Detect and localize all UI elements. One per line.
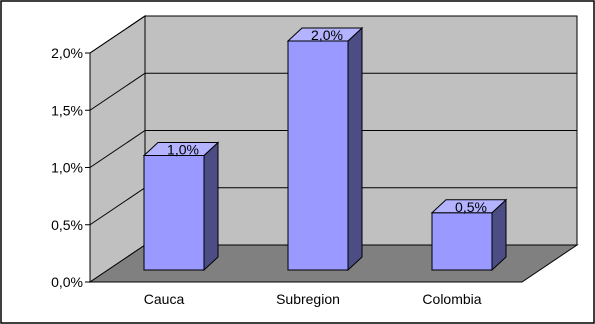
bar-top-subregion bbox=[286, 27, 364, 42]
bars bbox=[142, 26, 508, 272]
gridline bbox=[89, 72, 577, 111]
gridline bbox=[89, 15, 577, 54]
bar-top-cauca bbox=[142, 142, 220, 156]
y-tick-label: 1,0% bbox=[51, 160, 83, 176]
y-axis: 0,0% 0,5% 1,0% 1,5% 2,0% bbox=[51, 45, 522, 290]
bar-cauca bbox=[143, 155, 205, 271]
data-label-subregion: 2,0% bbox=[311, 27, 343, 43]
bar-colombia bbox=[431, 212, 493, 271]
data-label-colombia: 0,5% bbox=[455, 199, 487, 215]
bar-side-cauca bbox=[203, 141, 219, 272]
data-label-cauca: 1,0% bbox=[167, 142, 199, 158]
gridline bbox=[89, 130, 577, 168]
y-tick-label: 1,5% bbox=[51, 102, 83, 118]
data-labels: 1,0% 2,0% 0,5% bbox=[167, 27, 487, 215]
y-tick-label: 0,0% bbox=[51, 274, 83, 290]
bar-side-subregion bbox=[347, 26, 363, 272]
y-tick-label: 0,5% bbox=[51, 217, 83, 233]
x-tick-label-colombia: Colombia bbox=[422, 291, 481, 307]
bar-subregion bbox=[287, 40, 349, 271]
x-tick-label-subregion: Subregion bbox=[276, 291, 340, 307]
bar-top-colombia bbox=[430, 199, 508, 214]
y-tick-label: 2,0% bbox=[51, 45, 83, 61]
x-axis-labels: Cauca Subregion Colombia bbox=[144, 291, 482, 307]
x-tick-label-cauca: Cauca bbox=[144, 291, 185, 307]
